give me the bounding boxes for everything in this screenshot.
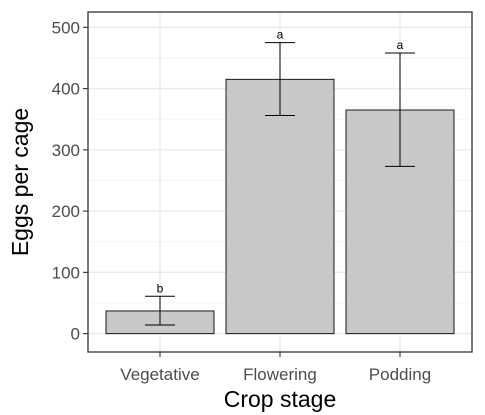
bars — [105, 78, 455, 335]
x-tick-label: Podding — [369, 365, 431, 384]
x-tick-label: Vegetative — [120, 365, 199, 384]
y-tick-label: 100 — [52, 263, 80, 282]
y-tick-label: 200 — [52, 202, 80, 221]
significance-letters: b a a — [157, 28, 404, 296]
y-tick-label: 400 — [52, 80, 80, 99]
significance-letter: b — [157, 281, 164, 295]
y-tick-label: 500 — [52, 18, 80, 37]
error-bar — [145, 295, 175, 326]
significance-letter: a — [277, 28, 284, 42]
x-axis-ticks: Vegetative Flowering Podding — [120, 352, 431, 384]
y-axis-title: Eggs per cage — [7, 108, 33, 256]
y-tick-label: 0 — [71, 325, 80, 344]
error-bar — [385, 52, 415, 167]
bar-flowering — [225, 78, 335, 335]
error-bars — [145, 42, 415, 326]
y-tick-label: 300 — [52, 141, 80, 160]
significance-letter: a — [397, 38, 404, 52]
x-tick-label: Flowering — [243, 365, 317, 384]
error-bar — [265, 42, 295, 117]
y-axis-ticks: 0 100 200 300 400 500 — [52, 18, 88, 344]
x-axis-title: Crop stage — [224, 386, 337, 412]
